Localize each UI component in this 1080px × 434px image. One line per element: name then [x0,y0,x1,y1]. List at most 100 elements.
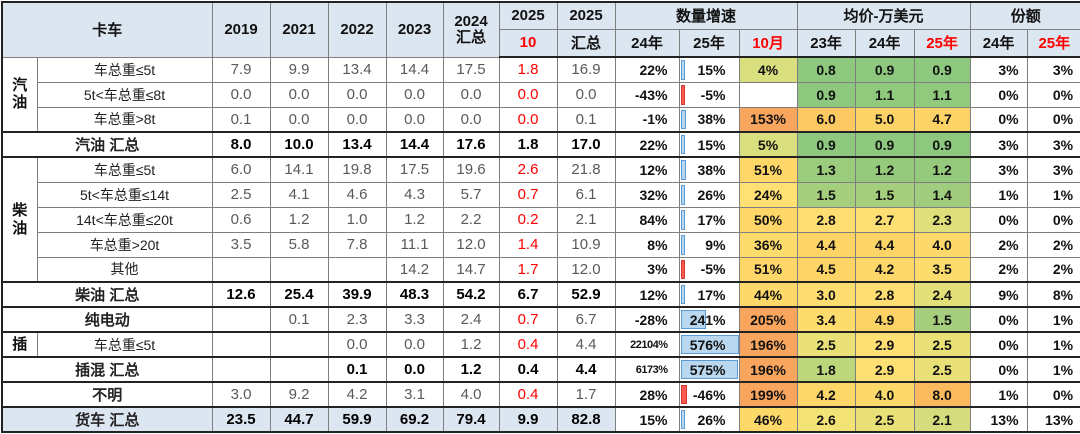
price-25-cell: 2.3 [913,206,971,233]
share-25-cell: 2% [1026,256,1080,283]
cell-2023: 0.0 [385,331,444,358]
year-value: 17.5 [456,61,486,78]
price-25-cell: 1.1 [913,81,971,108]
cell-2021: 0.0 [269,106,329,133]
growth-24-cell: 22% [614,131,680,158]
price-25-cell: 4.7 [913,106,971,133]
table-row: 货车 汇总 23.5 44.7 59.9 69.2 79.4 9.9 82.8 15% 26% 46… [1,406,1080,433]
growth-25-value: -46% [692,386,726,403]
table-row: 柴油 汇总 12.6 25.4 39.9 48.3 54.2 6.7 52.9 12% 17% 44… [1,281,1080,308]
cell-2019: 2.5 [211,181,271,208]
cell-2019: 0.0 [211,81,271,108]
table-row: 插车总重≤5t 0.0 0.0 1.2 0.4 4.4 22104% 576% 196% 2.5 2… [1,331,1080,358]
year-value: 13.4 [342,61,372,78]
fuel-group-char: 油 [12,94,28,112]
cell-2024-total: 12.0 [442,231,500,258]
table-row: 其他 14.2 14.7 1.7 12.0 3% -5% 51% 4.5 4.2 3.5 2% 2% [2,256,1080,283]
cell-2021 [269,356,329,383]
year-value: 0.0 [288,86,310,103]
growth-oct-cell: 5% [738,131,798,158]
year-value: 0.0 [346,110,368,128]
share-25-cell: 2% [1026,231,1080,258]
year-value: 25.4 [284,286,314,303]
row-label: 车总重≤5t [36,56,213,83]
year-value: 0.0 [346,336,368,353]
growth-data-bar [680,285,685,304]
year-value: 5.7 [460,186,482,203]
cell-2025-oct: 0.4 [498,331,558,358]
share-24-cell: 3% [969,156,1028,183]
year-value: 12.6 [226,286,256,303]
year-value: 8.0 [230,136,252,153]
cell-2025-oct: 1.7 [498,256,558,283]
growth-24-cell: -1% [614,106,680,133]
growth-25-cell: 26% [678,181,740,208]
share-25-cell: 0% [1026,106,1080,133]
table-title: 卡车 [1,1,213,58]
year-value: 14.1 [284,161,314,179]
cell-2023: 14.4 [385,56,444,83]
cell-2025-total: 16.9 [556,56,616,83]
growth-25-cell: 17% [678,206,740,233]
cell-2023: 48.3 [385,281,444,308]
growth-24-cell: 15% [614,406,680,433]
cell-2025-total: 82.8 [556,406,616,433]
year-value: 3.5 [230,236,252,253]
growth-25-cell: 26% [678,406,740,433]
year-value: 82.8 [571,411,601,428]
cell-2025-oct: 2.6 [498,156,558,183]
cell-2025-total: 4.4 [556,356,616,383]
year-value: 16.9 [571,61,601,79]
cell-2022 [327,256,387,283]
growth-24-cell: -28% [614,306,680,333]
cell-2025-total: 17.0 [556,131,616,158]
cell-2022: 39.9 [327,281,387,308]
cell-2023: 14.2 [385,256,444,283]
cell-2022: 19.8 [327,156,387,183]
growth-data-bar [680,209,685,230]
year-value: 6.0 [230,161,252,179]
year-value: 11.1 [400,236,429,253]
price-24-cell: 2.5 [854,406,915,433]
growth-25-value: 38% [697,111,726,128]
share-24-cell: 0% [969,306,1028,333]
subheader-price-24: 24年 [854,28,915,58]
year-value: 4.3 [404,186,425,203]
year-value: 3.3 [404,311,425,328]
year-value: 2.3 [346,311,368,328]
year-value: 9.2 [288,386,310,403]
price-25-cell: 4.0 [913,231,971,258]
growth-25-cell: 17% [678,281,740,308]
year-value: 4.0 [460,386,482,403]
group-header-share: 份额 [969,1,1080,30]
price-24-cell: 4.9 [854,306,915,333]
table-body: 汽油车总重≤5t 7.9 9.9 13.4 14.4 17.5 1.8 16.9 22% 15% 4… [1,56,1080,433]
year-value: 7.8 [346,236,368,253]
year-value: 59.9 [342,411,372,428]
cell-2024-total: 2.4 [442,306,500,333]
year-value: 1.2 [288,211,310,228]
cell-2019 [211,306,271,333]
year-value: 69.2 [399,411,430,428]
growth-oct-cell: 51% [738,256,798,283]
col-header-2021: 2021 [269,1,329,58]
growth-24-cell: 8% [614,231,680,258]
year-value: 79.4 [456,411,486,428]
year-value: 0.0 [575,86,597,103]
price-25-cell: 8.0 [913,381,971,408]
cell-2019: 7.9 [211,56,271,83]
share-24-cell: 2% [969,231,1028,258]
share-25-cell: 3% [1026,131,1080,158]
col-header-2023: 2023 [385,1,444,58]
year-value: 1.0 [346,211,368,228]
year-value: 0.0 [230,86,252,103]
growth-24-cell: 84% [614,206,680,233]
year-value: 14.2 [399,260,430,278]
growth-25-value: 241% [689,311,726,328]
year-value: 0.0 [404,110,425,128]
fuel-group-char: 插 [12,335,28,353]
growth-25-cell: -5% [678,81,740,108]
year-value: 48.3 [399,286,430,303]
cell-2025-oct: 1.8 [498,56,558,83]
